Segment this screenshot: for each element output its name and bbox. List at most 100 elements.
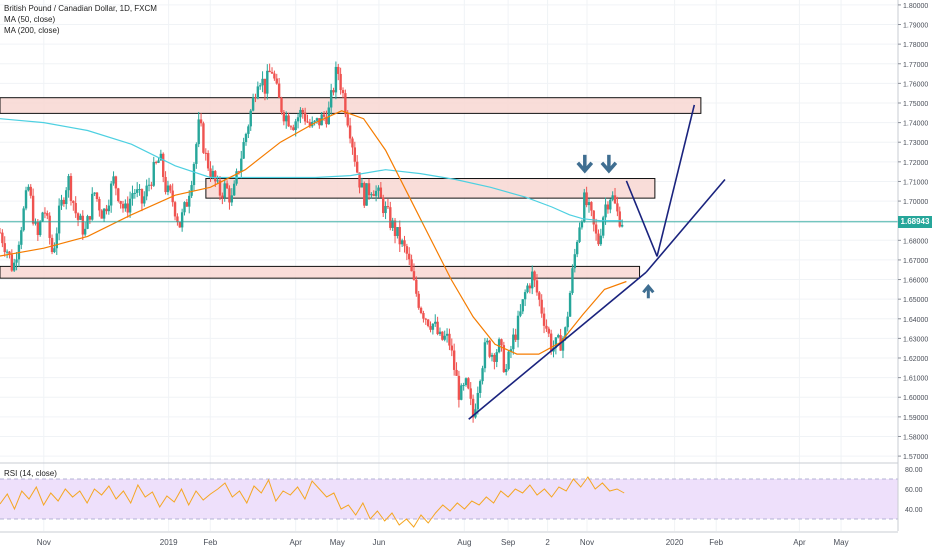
candle-body [154,162,158,164]
candle-body [358,172,361,188]
arrow-head [600,161,618,174]
candle-body [81,215,84,235]
candle-body [209,168,212,178]
candle-body [443,335,446,340]
candle-body [415,279,418,294]
candle-body [36,222,40,235]
candle-body [117,188,120,202]
candle-body [285,115,288,122]
candle-body [500,339,503,346]
candle-body [547,328,550,334]
candle-body [176,216,179,222]
candle-body [15,259,18,263]
candle-body [65,190,68,205]
candle-body [183,202,186,213]
candle-body [422,312,425,319]
candle-body [228,188,231,203]
candle-body [178,221,181,228]
candle-body [147,184,151,186]
candle-body [43,212,47,214]
candle-body [514,334,517,340]
candle-body [211,171,215,178]
candle-body [240,158,243,172]
candle-body [486,340,489,343]
time-tick-label: Sep [501,538,516,547]
candle-body [462,385,465,387]
candle-body [467,378,470,389]
candle-body [396,227,399,237]
candle-body [332,90,335,93]
price-tick-label: 1.63000 [903,336,928,343]
candle-body [571,268,574,293]
ma50-line [0,110,627,355]
candle-body [592,210,595,225]
trendline [625,180,658,257]
candle-body [251,97,255,111]
candle-body [575,241,579,255]
candle-body [95,192,99,200]
candle-body [620,224,624,227]
candle-body [292,127,295,131]
candle-body [355,161,359,173]
time-tick-label: 2 [545,538,550,547]
candle-body [471,398,475,418]
price-tick-label: 1.79000 [903,23,928,30]
candle-body [57,205,61,234]
candle-body [86,216,89,229]
rsi-tick-label: 60.00 [905,487,923,494]
candle-body [232,183,236,196]
candle-body [490,354,494,357]
candle-body [429,326,432,330]
price-tick-label: 1.57000 [903,454,928,461]
resistance-zone [0,97,702,114]
candle-body [441,331,444,340]
candle-body [348,125,352,139]
candle-body [512,334,515,350]
candle-body [450,345,454,351]
price-tick-label: 1.72000 [903,160,928,167]
ma200-line [0,118,622,222]
candle-body [1,232,4,244]
candle-body [398,227,401,245]
candle-body [578,227,581,242]
price-tick-label: 1.59000 [903,415,928,422]
price-tick-label: 1.75000 [903,101,928,108]
candle-body [431,323,435,330]
candle-body [377,187,380,191]
candle-body [327,107,330,125]
candle-body [535,280,539,293]
arrow-head [576,161,594,174]
candle-body [5,251,9,253]
candle-body [299,109,302,118]
candle-body [188,195,191,207]
price-tick-label: 1.65000 [903,297,928,304]
candle-body [67,176,70,191]
candle-body [133,192,137,194]
price-tick-label: 1.62000 [903,356,928,363]
candle-body [162,153,165,177]
time-tick-label: Nov [37,538,51,547]
candle-body [202,123,205,153]
time-tick-label: Apr [289,538,302,547]
candle-body [469,388,472,399]
candle-body [180,212,184,228]
candle-body [230,195,234,203]
candle-body [225,183,229,189]
candle-body [318,118,321,126]
candle-body [268,70,271,73]
candle-body [143,196,146,204]
candle-body [192,163,196,186]
candle-body [22,208,25,231]
candle-body [405,246,409,254]
candle-body [339,73,342,91]
candle-body [448,333,451,346]
candle-body [379,187,383,198]
candle-body [391,220,394,228]
candle-body [594,224,598,234]
candle-body [140,189,144,204]
candle-body [424,318,427,320]
trendline [645,178,726,273]
ma50-legend: MA (50, close) [4,15,56,24]
candle-body [488,340,491,357]
